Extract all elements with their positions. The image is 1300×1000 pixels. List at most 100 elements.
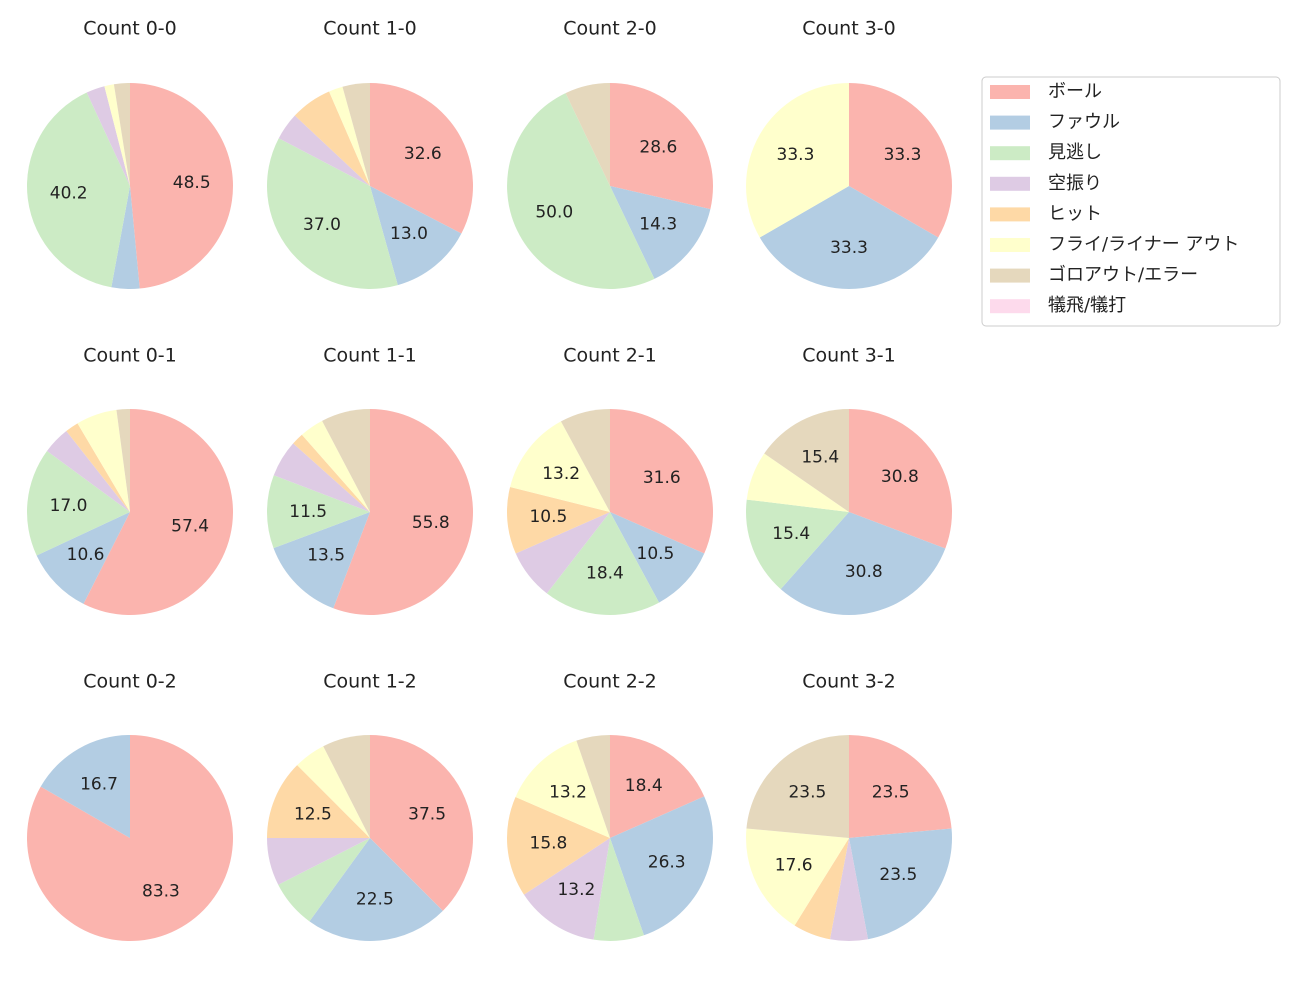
slice-label: 12.5 xyxy=(294,804,332,824)
pie-slice xyxy=(77,409,130,512)
pie-slice xyxy=(523,838,610,940)
slice-label: 30.8 xyxy=(881,467,919,487)
legend-label: 犠飛/犠打 xyxy=(1048,295,1126,316)
legend-box xyxy=(981,76,1281,327)
pie-slice xyxy=(849,828,952,940)
slice-label: 57.4 xyxy=(171,516,209,536)
pie-slice xyxy=(293,434,370,512)
pie-slice xyxy=(610,186,711,279)
slice-label: 11.5 xyxy=(289,502,327,522)
legend-label: ゴロアウト/エラー xyxy=(1048,265,1198,286)
pie-slice xyxy=(507,93,655,289)
legend-label: フライ/ライナー アウト xyxy=(1048,234,1239,255)
pie-slice xyxy=(849,83,952,238)
slice-label: 55.8 xyxy=(412,513,450,533)
pie-slice xyxy=(610,83,713,210)
pie-slice xyxy=(370,83,473,234)
pie-slice xyxy=(267,138,398,289)
slice-label: 13.5 xyxy=(307,546,345,566)
pie-slice xyxy=(301,420,370,512)
pie-slice xyxy=(506,796,610,895)
pie-slice xyxy=(329,86,370,186)
pie-slice xyxy=(267,765,370,838)
slice-label: 13.2 xyxy=(557,880,595,900)
slice-label: 10.5 xyxy=(637,544,675,564)
legend-swatch xyxy=(990,146,1030,161)
pie-slice xyxy=(309,838,443,941)
legend-swatch xyxy=(990,115,1030,130)
slice-label: 33.3 xyxy=(830,238,868,258)
pie-slice xyxy=(610,735,705,838)
pie-slice xyxy=(111,186,140,289)
pie-slice xyxy=(342,83,370,186)
slice-label: 17.0 xyxy=(50,496,88,516)
pie-slice xyxy=(66,423,130,512)
pie-slice xyxy=(794,838,849,940)
slice-label: 18.4 xyxy=(586,564,624,584)
pie-slice xyxy=(83,409,234,615)
slice-label: 50.0 xyxy=(535,203,573,223)
pie-slice xyxy=(560,409,610,512)
legend-swatch xyxy=(990,207,1030,222)
pie-title: Count 1-1 xyxy=(323,345,417,367)
pie-slice xyxy=(507,487,610,554)
slice-label: 33.3 xyxy=(777,145,815,165)
slice-label: 13.0 xyxy=(390,224,428,244)
pie-slice xyxy=(297,746,370,838)
pie-slice xyxy=(764,409,849,512)
pie-slice xyxy=(515,740,610,838)
pie-title: Count 3-0 xyxy=(802,18,896,40)
pie-title: Count 3-2 xyxy=(802,671,896,693)
slice-label: 23.5 xyxy=(879,865,917,885)
pie-slice xyxy=(267,475,370,549)
pie-title: Count 1-0 xyxy=(323,18,417,40)
pie-slice xyxy=(333,409,473,615)
slice-label: 40.2 xyxy=(50,184,88,204)
pie-slice xyxy=(130,83,233,289)
legend-label: ボール xyxy=(1048,81,1102,102)
pie-slice xyxy=(576,735,610,838)
pie-title: Count 0-0 xyxy=(83,18,177,40)
pie-slice xyxy=(27,735,233,942)
legend-label: ファウル xyxy=(1048,112,1120,133)
pie-slice xyxy=(745,83,849,238)
slice-label: 13.2 xyxy=(542,464,580,484)
pie-slice xyxy=(370,186,462,286)
pie-slice xyxy=(370,735,473,911)
slice-label: 30.8 xyxy=(845,562,883,582)
slice-label: 10.6 xyxy=(67,545,105,565)
slice-label: 18.4 xyxy=(625,776,663,796)
legend-label: ヒット xyxy=(1048,203,1102,224)
slice-label: 48.5 xyxy=(173,173,211,193)
slice-label: 26.3 xyxy=(648,853,686,873)
pie-slice xyxy=(36,512,130,604)
pie-slice xyxy=(40,735,130,838)
pie-slice xyxy=(322,409,370,512)
pie-slice xyxy=(278,115,370,186)
legend-swatch xyxy=(990,238,1030,252)
pie-slice xyxy=(610,512,705,603)
pie-slice xyxy=(515,512,610,594)
slice-label: 22.5 xyxy=(356,890,394,910)
slice-label: 10.5 xyxy=(529,507,567,527)
slice-label: 23.5 xyxy=(788,782,826,802)
pie-slice xyxy=(746,499,849,590)
pie-slice xyxy=(746,453,849,512)
pie-slice xyxy=(759,186,939,289)
pie-slice xyxy=(746,735,849,838)
slice-label: 17.6 xyxy=(775,855,813,875)
slice-label: 37.0 xyxy=(303,215,341,235)
pie-slice xyxy=(323,735,370,838)
pie-slice xyxy=(27,451,130,556)
pie-slice xyxy=(116,409,130,512)
pie-slice xyxy=(849,409,953,549)
legend-swatch xyxy=(990,176,1030,191)
slice-label: 15.4 xyxy=(801,447,839,467)
pie-title: Count 0-2 xyxy=(83,671,177,693)
pie-title: Count 3-1 xyxy=(802,345,896,367)
slice-label: 15.4 xyxy=(772,524,810,544)
pie-title: Count 1-2 xyxy=(323,671,417,693)
legend-label: 空振り xyxy=(1048,173,1102,194)
pie-slice xyxy=(746,828,849,926)
